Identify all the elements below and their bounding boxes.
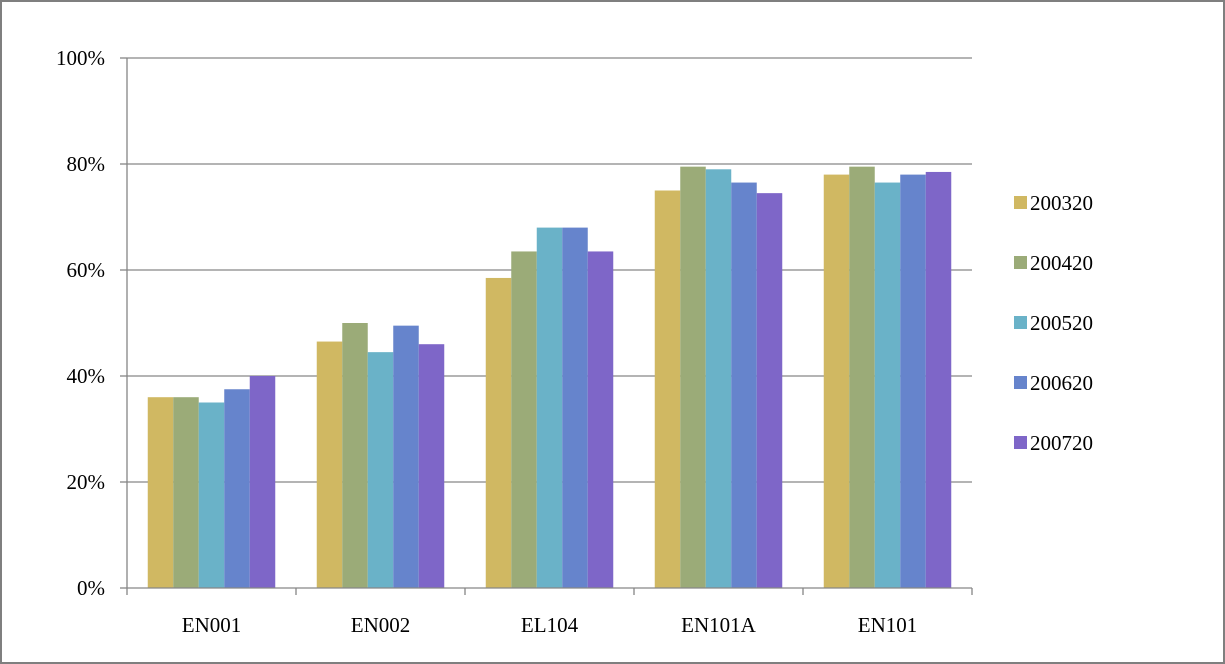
y-tick-label: 100% <box>56 46 105 70</box>
x-tick-label: EN101 <box>858 613 918 637</box>
y-axis-tick-labels: 0% 20% 40% 60% 80% 100% <box>56 46 105 600</box>
bar <box>849 166 875 588</box>
bar <box>874 182 901 589</box>
legend: 200320 200420 200520 200620 200720 <box>1014 191 1093 455</box>
bar <box>654 190 681 588</box>
x-tick-label: EN001 <box>182 613 242 637</box>
y-tick-label: 20% <box>67 470 106 494</box>
x-tick-label: EN101A <box>681 613 756 637</box>
x-tick-label: EL104 <box>521 613 579 637</box>
bar <box>147 397 174 588</box>
bar <box>587 251 614 588</box>
bar <box>342 323 368 588</box>
legend-label: 200520 <box>1030 311 1093 335</box>
bar <box>249 376 276 588</box>
legend-swatch <box>1014 436 1027 449</box>
bar <box>393 325 419 588</box>
legend-label: 200720 <box>1030 431 1093 455</box>
bar <box>418 344 445 588</box>
x-axis-tick-labels: EN001 EN002 EL104 EN101A EN101 <box>182 613 918 637</box>
legend-swatch <box>1014 376 1027 389</box>
bar <box>680 166 706 588</box>
bar <box>562 227 588 588</box>
legend-label: 200420 <box>1030 251 1093 275</box>
bar <box>511 251 537 588</box>
legend-label: 200320 <box>1030 191 1093 215</box>
bar <box>316 341 343 588</box>
legend-swatch <box>1014 196 1027 209</box>
legend-swatch <box>1014 316 1027 329</box>
bar <box>756 193 783 588</box>
bar <box>900 174 926 588</box>
legend-swatch <box>1014 256 1027 269</box>
y-tick-label: 40% <box>67 364 106 388</box>
bar <box>823 174 850 588</box>
bars <box>147 166 952 589</box>
bar <box>224 389 250 588</box>
bar <box>705 169 732 589</box>
bar <box>536 227 563 588</box>
legend-label: 200620 <box>1030 371 1093 395</box>
axes <box>120 57 973 595</box>
y-tick-label: 80% <box>67 152 106 176</box>
x-tick-label: EN002 <box>351 613 411 637</box>
y-tick-label: 60% <box>67 258 106 282</box>
bar <box>173 397 199 588</box>
bar <box>485 277 512 588</box>
bar <box>925 171 952 588</box>
y-tick-label: 0% <box>77 576 105 600</box>
bar <box>367 352 394 588</box>
bar <box>198 402 225 588</box>
bar <box>731 182 757 589</box>
